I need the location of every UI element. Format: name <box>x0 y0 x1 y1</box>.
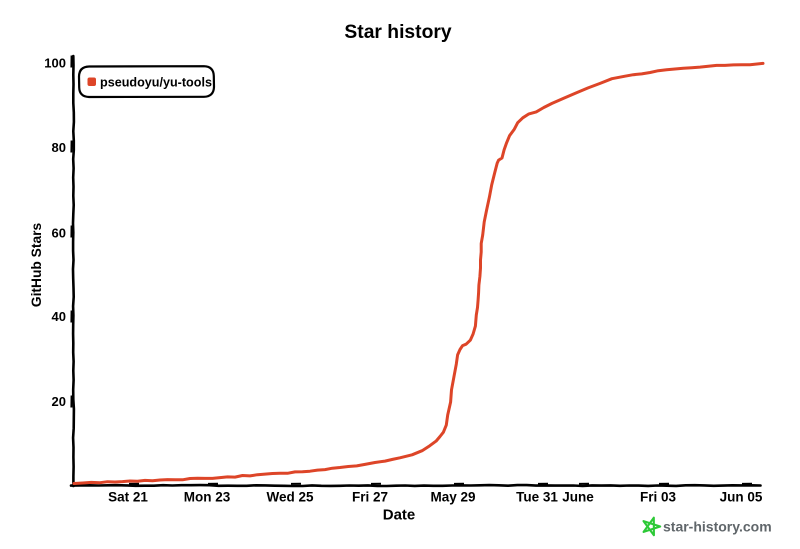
svg-text:Jun 05: Jun 05 <box>720 490 763 505</box>
svg-text:Tue 31: Tue 31 <box>516 490 558 505</box>
svg-text:Fri 27: Fri 27 <box>352 490 388 505</box>
svg-text:May 29: May 29 <box>430 490 475 505</box>
svg-text:pseudoyu/yu-tools: pseudoyu/yu-tools <box>100 76 212 90</box>
svg-text:Date: Date <box>383 507 416 524</box>
svg-text:GitHub Stars: GitHub Stars <box>29 223 44 308</box>
svg-text:June: June <box>562 490 594 505</box>
svg-text:20: 20 <box>52 394 66 409</box>
svg-text:Star history: Star history <box>344 22 451 43</box>
svg-text:Wed 25: Wed 25 <box>266 490 314 505</box>
svg-text:80: 80 <box>52 140 66 155</box>
svg-text:Fri 03: Fri 03 <box>640 490 677 505</box>
svg-text:40: 40 <box>52 309 66 324</box>
svg-text:star-history.com: star-history.com <box>663 519 772 535</box>
svg-text:60: 60 <box>52 226 66 241</box>
svg-text:100: 100 <box>44 56 66 71</box>
svg-text:Mon 23: Mon 23 <box>184 490 231 505</box>
svg-text:Sat 21: Sat 21 <box>108 490 148 505</box>
